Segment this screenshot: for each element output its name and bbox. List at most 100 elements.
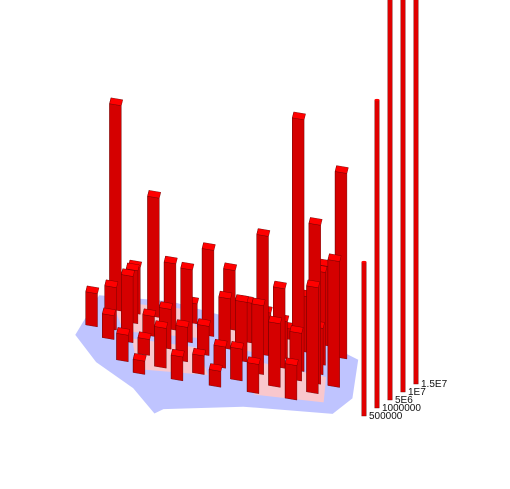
bar-top-face xyxy=(154,320,169,329)
bar xyxy=(147,190,162,318)
legend-label: 500000 xyxy=(369,411,403,422)
bar-front-face xyxy=(137,337,150,356)
bar-top-face xyxy=(289,325,304,334)
bars-group xyxy=(85,97,349,401)
bar xyxy=(284,357,299,401)
bar-top-face xyxy=(121,268,135,277)
bar-top-face xyxy=(268,315,283,325)
bar-top-face xyxy=(170,348,185,358)
bar-top-face xyxy=(125,262,140,272)
bar-top-face xyxy=(292,111,306,121)
bar xyxy=(246,356,261,394)
bar-top-face xyxy=(175,319,190,328)
bar-front-face xyxy=(154,326,167,369)
bar-top-face xyxy=(102,307,116,316)
legend-rod xyxy=(361,261,367,417)
bar-front-face xyxy=(85,291,98,328)
bar-front-face xyxy=(132,359,146,375)
bar xyxy=(213,338,228,369)
bar-top-face xyxy=(284,357,299,366)
bar-front-face xyxy=(109,103,122,312)
bar-front-face xyxy=(284,363,298,401)
bar-top-face xyxy=(213,338,228,348)
bar-top-face xyxy=(235,294,249,303)
bar-front-face xyxy=(102,313,115,340)
bar-top-face xyxy=(137,331,152,340)
legend-rod xyxy=(413,0,419,385)
legend-entry: 500000 xyxy=(361,260,403,422)
bar xyxy=(85,285,100,328)
bar-top-face xyxy=(273,280,287,290)
bar-top-face xyxy=(197,318,211,327)
bar xyxy=(251,297,266,375)
bar-top-face xyxy=(218,290,233,300)
bar xyxy=(197,318,211,356)
bar-front-face xyxy=(208,369,222,388)
map-region xyxy=(131,338,208,375)
legend-label: 5E6 xyxy=(395,395,413,406)
legend-label: 1E7 xyxy=(408,387,426,398)
bar-front-face xyxy=(116,333,129,363)
bar xyxy=(137,331,152,356)
bar-top-face xyxy=(147,190,162,199)
bar-front-face xyxy=(147,196,160,318)
bar xyxy=(201,242,216,337)
legend-rod-cap xyxy=(374,98,380,102)
bar xyxy=(132,353,147,375)
bar xyxy=(170,348,185,382)
bar-top-face xyxy=(104,279,119,288)
bar-top-face xyxy=(163,255,178,265)
legend-entry: 1E7 xyxy=(400,0,426,398)
bar-top-face xyxy=(327,253,342,262)
legend-rod-cap xyxy=(361,260,367,264)
bar-top-face xyxy=(180,261,195,271)
bar xyxy=(230,341,245,382)
bar xyxy=(292,111,306,372)
bar xyxy=(121,268,135,344)
legend-rod xyxy=(374,99,380,409)
bar-top-face xyxy=(159,301,173,310)
bar xyxy=(142,308,157,337)
bar-top-face xyxy=(308,217,323,226)
bar xyxy=(102,307,116,340)
legend-entry: 5E6 xyxy=(387,0,413,406)
bar-front-face xyxy=(327,259,340,388)
legend-rod xyxy=(387,0,393,401)
bar-top-face xyxy=(192,347,207,357)
bar-front-face xyxy=(192,353,205,375)
bar-top-face xyxy=(132,353,147,362)
bar-front-face xyxy=(230,346,243,382)
bar xyxy=(208,363,223,388)
bar-top-face xyxy=(109,97,124,106)
bar-top-face xyxy=(85,285,100,294)
bar-top-face xyxy=(251,297,266,307)
bar-top-face xyxy=(230,341,245,350)
bar-top-face xyxy=(256,228,271,237)
bar xyxy=(268,315,283,388)
bar-front-face xyxy=(170,354,184,382)
bar xyxy=(154,320,169,369)
bar-front-face xyxy=(268,321,281,388)
bar xyxy=(327,253,342,388)
bar-front-face xyxy=(246,362,260,394)
bar-top-face xyxy=(223,262,238,271)
bar xyxy=(116,327,131,363)
bar xyxy=(218,290,233,350)
bar xyxy=(192,347,207,375)
bar xyxy=(306,279,321,395)
bar-top-face xyxy=(334,165,349,174)
bar-top-face xyxy=(246,356,261,365)
legend-entry: 1000000 xyxy=(374,98,421,414)
legend-label: 1.5E7 xyxy=(421,379,448,390)
bar-top-face xyxy=(142,308,157,317)
bar-top-face xyxy=(201,242,216,251)
legend-entry: 1.5E7 xyxy=(413,0,448,390)
bar xyxy=(109,97,124,312)
bar-top-face xyxy=(208,363,223,372)
bar-top-face xyxy=(306,279,321,289)
bar-top-face xyxy=(116,327,131,336)
bar-front-face xyxy=(306,285,319,395)
legend-rod xyxy=(400,0,406,393)
